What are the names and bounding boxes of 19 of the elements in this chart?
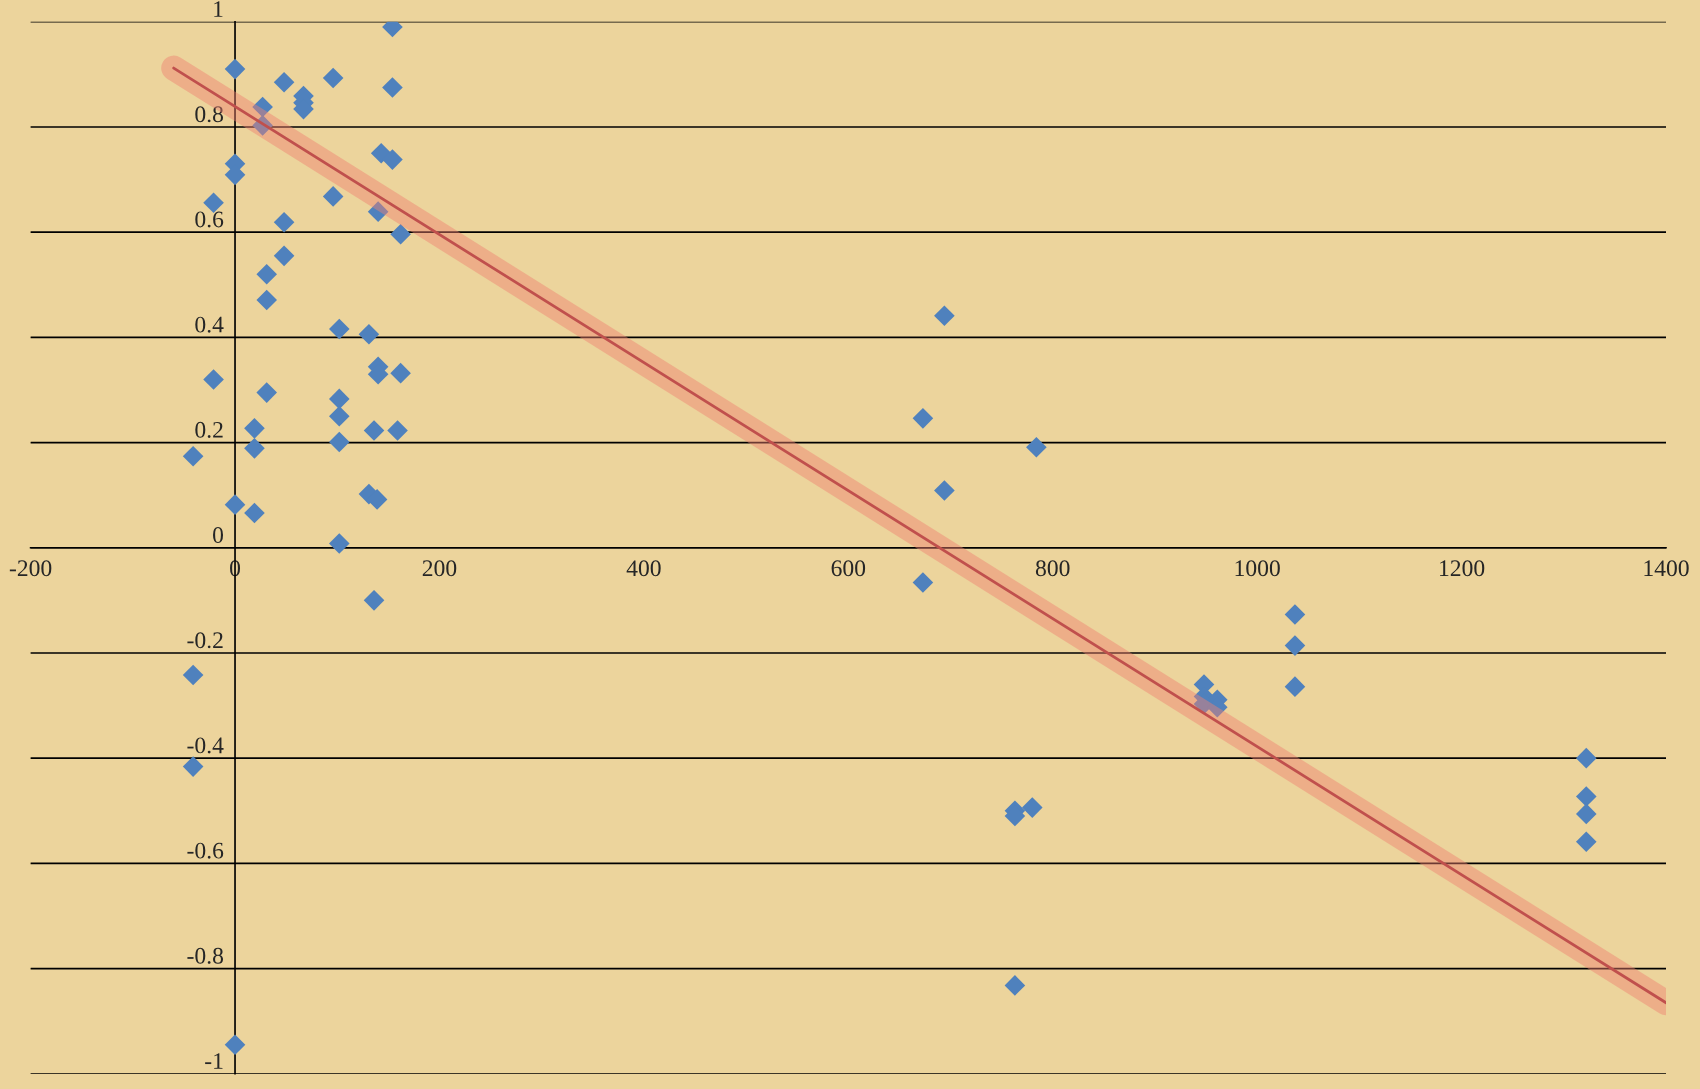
x-tick-label: 1200: [1440, 560, 1485, 577]
y-tick-label: -1: [205, 1053, 223, 1069]
x-tick-label: 400: [626, 560, 661, 577]
y-tick-label: 0: [213, 527, 224, 543]
y-tick-label: 1: [214, 1, 223, 17]
y-tick-label: 0.6: [195, 211, 224, 228]
y-tick-label: 0.2: [195, 421, 223, 438]
y-tick-label: 0.4: [195, 316, 224, 333]
x-tick-label: 800: [1035, 560, 1070, 577]
y-tick-label: 0.8: [195, 106, 224, 123]
x-tick-label: 600: [831, 560, 866, 577]
x-tick-label: 1000: [1235, 560, 1280, 577]
x-tick-label: -200: [9, 560, 52, 577]
y-tick-label: -0.8: [187, 947, 224, 964]
y-tick-label: -0.2: [187, 632, 223, 649]
x-tick-label: 200: [422, 560, 457, 577]
y-tick-label: -0.6: [187, 842, 224, 859]
y-tick-label: -0.4: [187, 737, 224, 754]
x-tick-label: 1400: [1644, 560, 1689, 577]
